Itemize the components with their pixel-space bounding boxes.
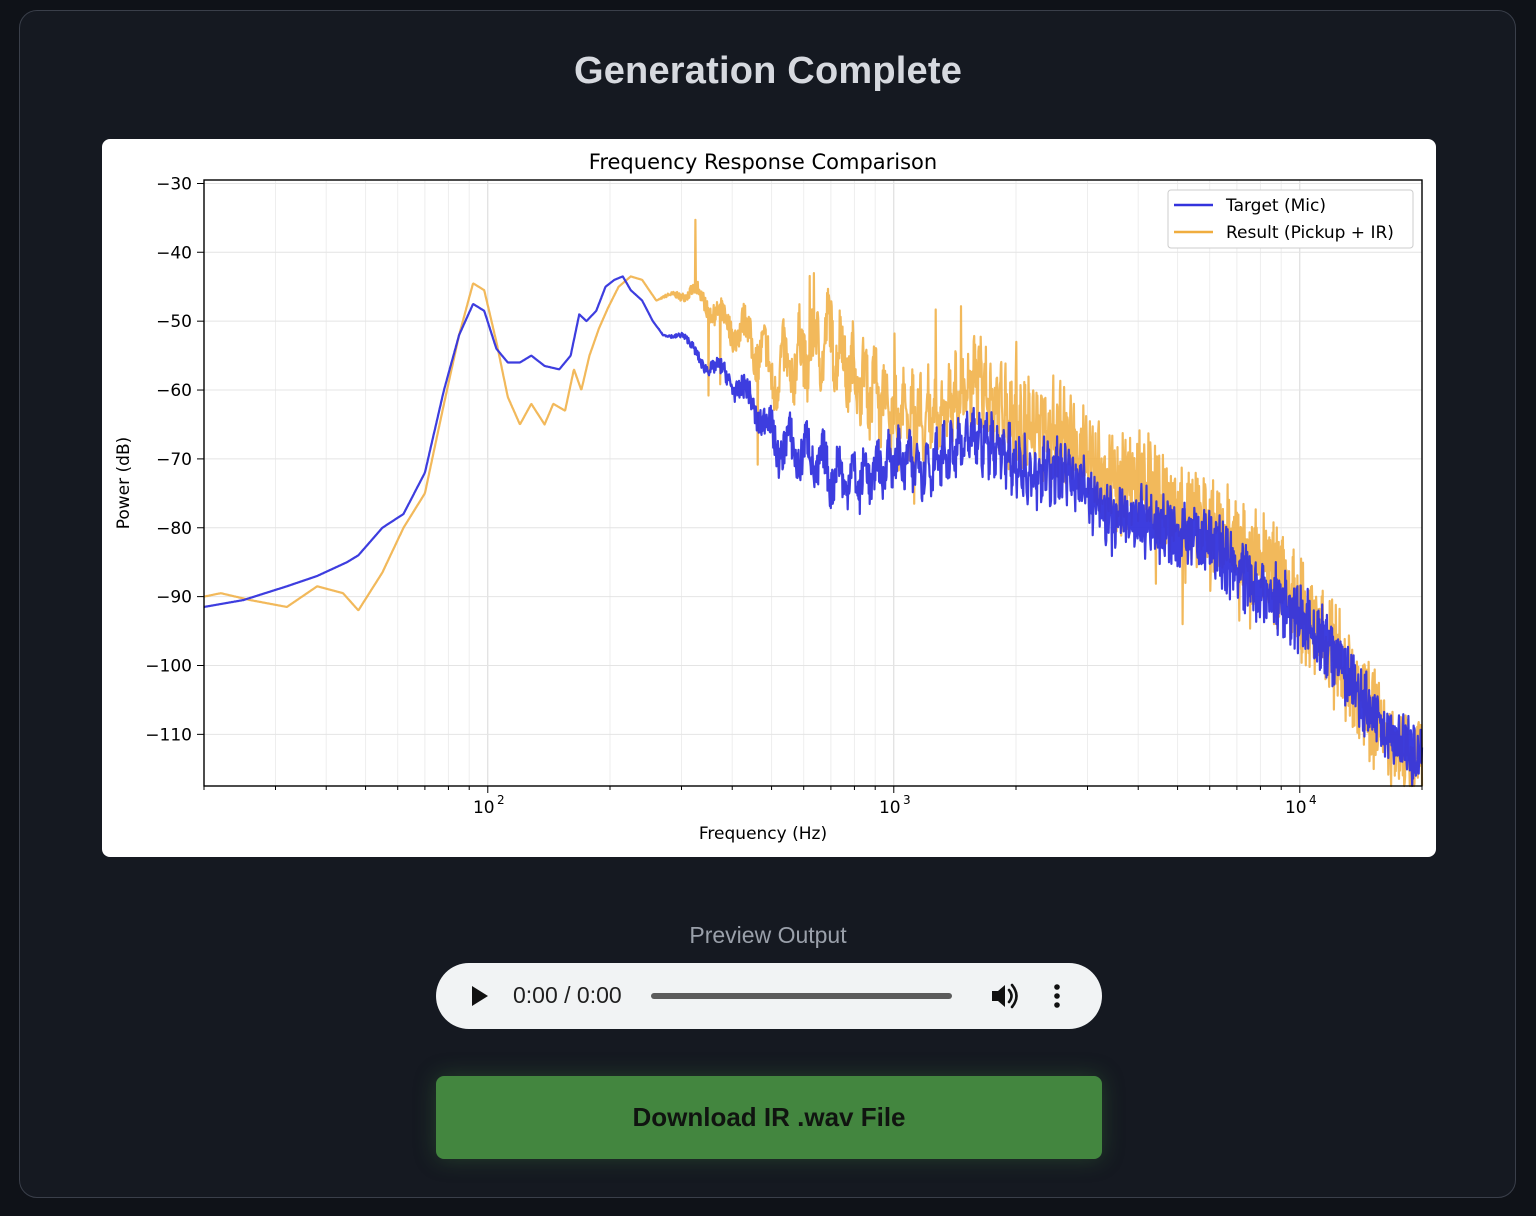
x-tick-exponent: 4 — [1309, 793, 1317, 807]
x-tick-label: 10 — [473, 798, 495, 818]
page-title: Generation Complete — [573, 50, 963, 92]
y-tick-label: −30 — [156, 174, 192, 194]
x-tick-label: 10 — [879, 798, 901, 818]
volume-icon[interactable] — [990, 982, 1020, 1010]
preview-output-label: Preview Output — [689, 922, 847, 948]
legend-box — [1167, 189, 1414, 249]
more-options-icon[interactable] — [1049, 982, 1065, 1010]
y-tick-label: −90 — [156, 588, 192, 608]
audio-player[interactable]: 0:00 / 0:00 — [436, 963, 1102, 1029]
x-tick-exponent: 2 — [497, 793, 505, 807]
y-tick-label: −110 — [145, 725, 192, 745]
x-tick-exponent: 3 — [903, 793, 911, 807]
chart-legend: Target (Mic) Result (Pickup + IR) — [1167, 189, 1414, 249]
plot-frame — [203, 179, 1423, 787]
audio-time: 0:00 / 0:00 — [513, 982, 622, 1008]
x-tick-label: 10 — [1285, 798, 1307, 818]
y-tick-label: −50 — [156, 312, 192, 332]
legend-label: Target (Mic) — [1225, 196, 1326, 216]
legend-label: Result (Pickup + IR) — [1226, 223, 1394, 243]
download-ir-button[interactable]: Download IR .wav File — [436, 1076, 1102, 1159]
series-line-result — [203, 218, 1424, 788]
y-tick-label: −80 — [156, 519, 192, 539]
play-icon[interactable] — [466, 983, 492, 1009]
y-tick-label: −100 — [145, 656, 192, 676]
chart-card: −30 −40 −50 −60 −70 −80 −90 −100 −110 10 2 10 3 10 4 F… — [102, 139, 1436, 857]
series-line-target — [203, 275, 1424, 788]
y-tick-label: −70 — [156, 450, 192, 470]
y-tick-label: −40 — [156, 243, 192, 263]
y-axis-label: Power (dB) — [114, 437, 134, 530]
x-axis-label: Frequency (Hz) — [699, 824, 827, 844]
chart-title: Frequency Response Comparison — [589, 150, 937, 174]
y-tick-label: −60 — [156, 381, 192, 401]
audio-progress-slider[interactable] — [651, 993, 952, 999]
